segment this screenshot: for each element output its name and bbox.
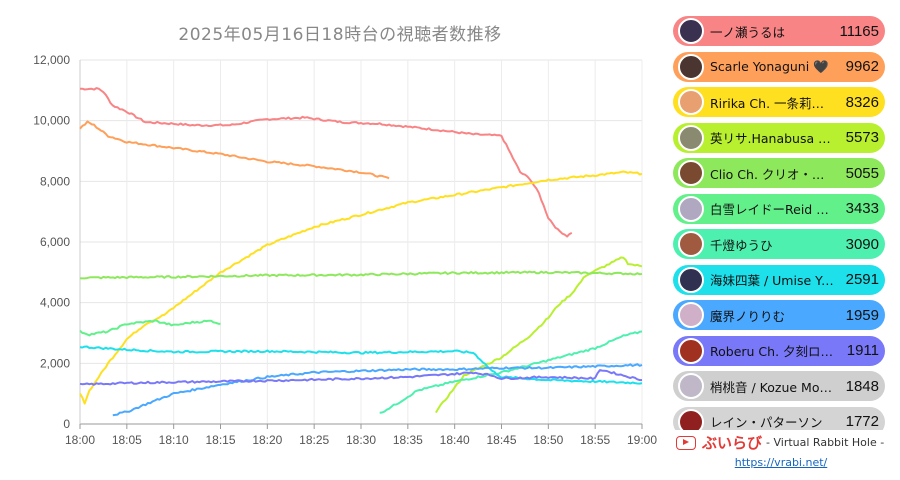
avatar [678, 89, 704, 115]
legend-value: 1911 [846, 342, 879, 359]
avatar [678, 53, 704, 80]
avatar [678, 302, 704, 328]
brand-name: ぶいらび [702, 434, 763, 452]
legend-name: レイン・パターソン [710, 415, 823, 430]
legend-value: 5573 [845, 129, 879, 146]
legend-value: 3090 [845, 235, 879, 253]
legend-value: 3433 [845, 200, 879, 217]
x-tick-label: 18:25 [299, 433, 329, 447]
legend-item: 海妹四葉 / Umise Yotsuha 2591 [673, 264, 885, 295]
avatar [678, 124, 704, 151]
y-tick-label: 10,000 [33, 114, 70, 128]
avatar [678, 408, 704, 430]
legend-value: 8326 [845, 93, 879, 111]
legend-name: 白雪レイドーReid Shirayuki [710, 202, 834, 217]
legend-item: Roberu Ch. 夕刻ロベル 1911 [673, 335, 885, 366]
legend-name: 千燈ゆうひ [710, 237, 773, 253]
series-line-4 [435, 256, 643, 414]
site-link[interactable]: https://vrabi.net/ [734, 456, 828, 469]
avatar [678, 195, 704, 222]
legend-item: 梢桃音 / Kozue Mone 1848 [673, 371, 885, 401]
legend-name: 梢桃音 / Kozue Mone [710, 379, 834, 395]
legend-item: Ririka Ch. 一条莉々華 8326 [673, 87, 885, 117]
series-line-7 [379, 330, 643, 414]
line-chart: 0 2,000 4,000 6,000 8,000 10,000 12,000 18:00 18… [33, 53, 657, 447]
legend-value: 2591 [845, 271, 879, 288]
avatar [678, 337, 704, 364]
legend-value: 1959 [845, 306, 879, 324]
avatar [678, 18, 704, 44]
series-line-3 [79, 170, 643, 405]
series-line-2 [79, 120, 390, 180]
series-line-8 [79, 345, 643, 385]
legend: 一ノ瀬うるは 11165 Scarle Yonaguni 🖤 9962 Ririka C… [673, 16, 885, 430]
x-tick-label: 18:50 [533, 433, 563, 447]
legend-name: Scarle Yonaguni 🖤 [710, 58, 829, 74]
series-line-1 [79, 87, 573, 238]
legend-value: 11165 [839, 22, 880, 40]
legend-value: 1772 [845, 413, 879, 430]
x-tick-label: 18:35 [393, 433, 423, 447]
grid-lines [79, 59, 643, 425]
y-tick-label: 0 [63, 417, 70, 431]
legend-value: 1848 [845, 377, 879, 395]
legend-item: Clio Ch. クリオ・サイカ 5055 [673, 158, 885, 188]
x-tick-label: 18:30 [346, 433, 376, 447]
brand-subtitle: - Virtual Rabbit Hole - [766, 436, 885, 449]
series-lines [79, 87, 643, 417]
legend-item: Scarle Yonaguni 🖤 9962 [673, 51, 885, 82]
legend-name: Ririka Ch. 一条莉々華 [710, 95, 834, 111]
series-line-5 [79, 270, 643, 280]
x-tick-label: 19:00 [627, 433, 657, 447]
legend-item: 一ノ瀬うるは 11165 [673, 16, 885, 46]
legend-item: 千燈ゆうひ 3090 [673, 229, 885, 259]
series-line-10 [79, 369, 643, 386]
series-line-9 [112, 363, 643, 417]
legend-item: 魔界ノりりむ 1959 [673, 300, 885, 330]
legend-name: Roberu Ch. 夕刻ロベル [710, 344, 834, 359]
avatar [678, 160, 704, 186]
x-tick-label: 18:15 [205, 433, 235, 447]
x-tick-label: 18:40 [440, 433, 470, 447]
footer: ぶいらび - Virtual Rabbit Hole - https://vra… [676, 432, 896, 469]
avatar [678, 373, 704, 399]
y-tick-label: 6,000 [40, 235, 70, 249]
avatar [678, 231, 704, 257]
legend-value: 5055 [845, 164, 879, 182]
youtube-play-icon [676, 435, 696, 450]
x-tick-label: 18:45 [486, 433, 516, 447]
x-tick-label: 18:10 [159, 433, 189, 447]
legend-name: 英リサ.Hanabusa Lisa [710, 131, 834, 146]
legend-item: 英リサ.Hanabusa Lisa 5573 [673, 122, 885, 153]
legend-name: 海妹四葉 / Umise Yotsuha [710, 273, 834, 288]
x-tick-label: 18:55 [580, 433, 610, 447]
legend-item: レイン・パターソン 1772 [673, 406, 885, 430]
x-tick-label: 18:20 [252, 433, 282, 447]
y-tick-label: 2,000 [40, 356, 70, 370]
footer-brand: ぶいらび - Virtual Rabbit Hole - [676, 432, 896, 453]
legend-name: 魔界ノりりむ [710, 308, 786, 324]
legend-name: Clio Ch. クリオ・サイカ [710, 166, 834, 182]
y-tick-label: 4,000 [40, 296, 70, 310]
x-tick-label: 18:00 [65, 433, 95, 447]
legend-item: 白雪レイドーReid Shirayuki 3433 [673, 193, 885, 224]
x-tick-label: 18:05 [112, 433, 142, 447]
chart-title: 2025年05月16日18時台の視聴者数推移 [178, 25, 502, 45]
series-line-6 [79, 319, 221, 337]
y-tick-label: 8,000 [40, 174, 70, 188]
legend-value: 9962 [845, 58, 879, 75]
y-tick-label: 12,000 [33, 53, 70, 67]
avatar [678, 266, 704, 293]
axes: 0 2,000 4,000 6,000 8,000 10,000 12,000 18:00 18… [33, 53, 657, 447]
legend-name: 一ノ瀬うるは [710, 24, 786, 40]
